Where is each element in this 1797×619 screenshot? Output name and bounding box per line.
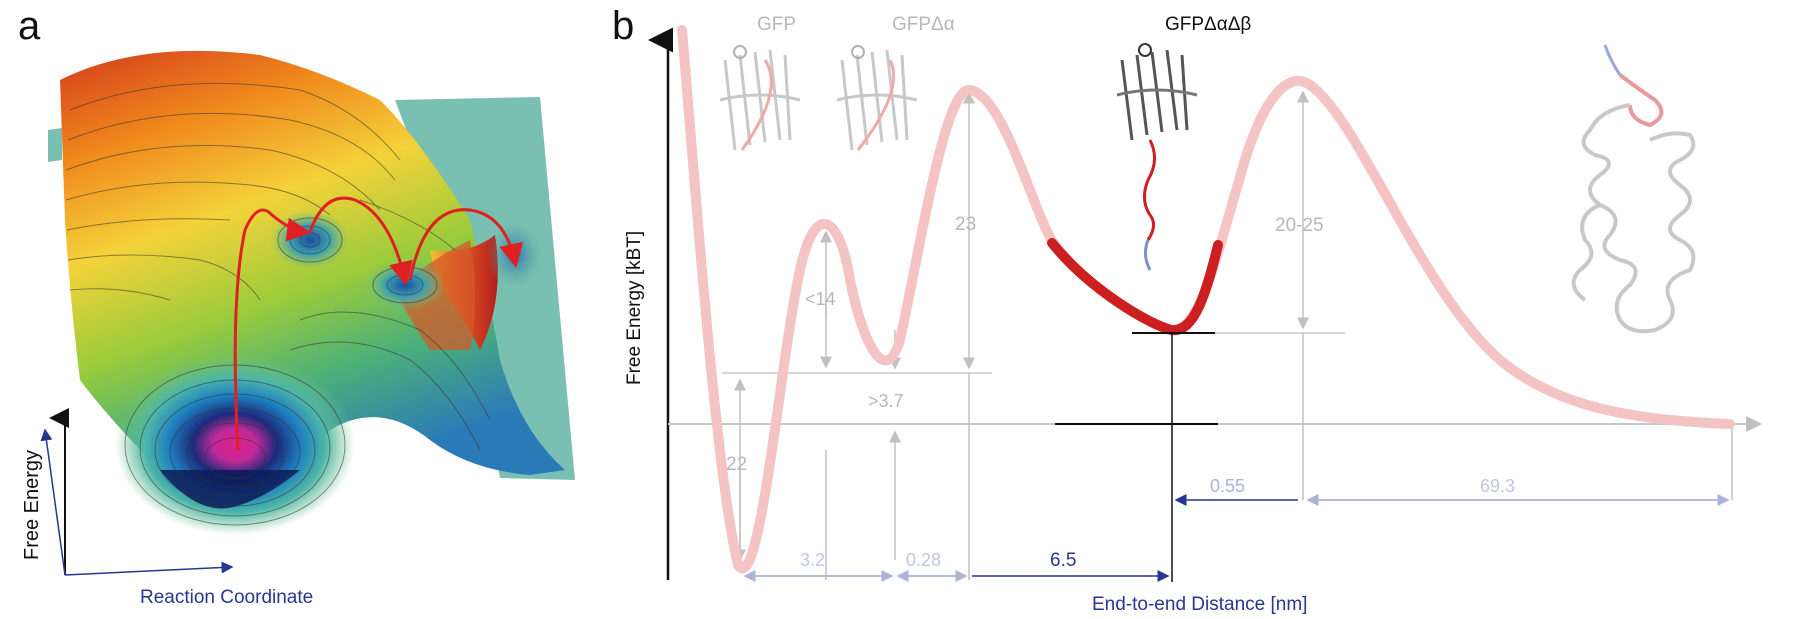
label-energy-22: 22: [726, 454, 747, 475]
gfp-da-structure-icon: [836, 45, 918, 151]
panel-a-x-axis-label: Reaction Coordinate: [140, 587, 313, 608]
label-energy-37: >3.7: [868, 391, 904, 411]
well-4: [487, 220, 543, 290]
label-distance-0-55: 0.55: [1210, 476, 1245, 496]
contour-lines: [65, 82, 491, 526]
arrow-hop-1: [308, 196, 413, 286]
unfolded-chain-icon: [1571, 44, 1696, 334]
backdrop-left-tab: [48, 128, 62, 162]
gfp-structure-icon: [719, 45, 801, 151]
label-gfp: GFP: [757, 14, 796, 35]
reference-lines: [722, 332, 1345, 425]
label-distance-0-28: 0.28: [906, 550, 941, 570]
distance-arrows: [743, 494, 1730, 582]
arrow-hop-2: [408, 208, 523, 281]
deep-well: [115, 355, 355, 535]
panel-a-letter: a: [18, 4, 41, 48]
label-distance-69-3: 69.3: [1480, 476, 1515, 496]
energy-curve: [677, 25, 1735, 574]
label-gfp-da: GFPΔα: [892, 14, 955, 35]
label-gfp-dadb: GFPΔαΔβ: [1165, 14, 1251, 35]
panel-a-landscape: [48, 50, 575, 535]
panel-a-axes: Free Energy Reaction Coordinate: [21, 408, 313, 608]
label-distance-6-5: 6.5: [1050, 550, 1076, 571]
label-energy-14: <14: [805, 289, 836, 309]
transition-arrows: [233, 196, 523, 451]
panel-a-y-axis-label: Free Energy: [21, 450, 43, 560]
state-marker: [1055, 332, 1218, 582]
panel-b-chart: Free Energy [kBT] End-to-end Distance [n…: [624, 14, 1762, 615]
label-distance-3-2: 3.2: [800, 550, 825, 570]
panel-b-y-axis-label: Free Energy [kBT]: [624, 231, 645, 385]
unfolded-well-segment: [1047, 238, 1223, 336]
panel-b-letter: b: [612, 4, 635, 48]
label-energy-20-25: 20-25: [1275, 215, 1324, 236]
label-energy-23: 23: [955, 214, 976, 235]
well-2: [270, 210, 350, 270]
panel-b-x-axis-label: End-to-end Distance [nm]: [1092, 594, 1307, 615]
arrow-up: [233, 208, 311, 451]
gfp-dadb-structure-icon: [1116, 43, 1198, 271]
energy-arrows: [734, 90, 1733, 580]
